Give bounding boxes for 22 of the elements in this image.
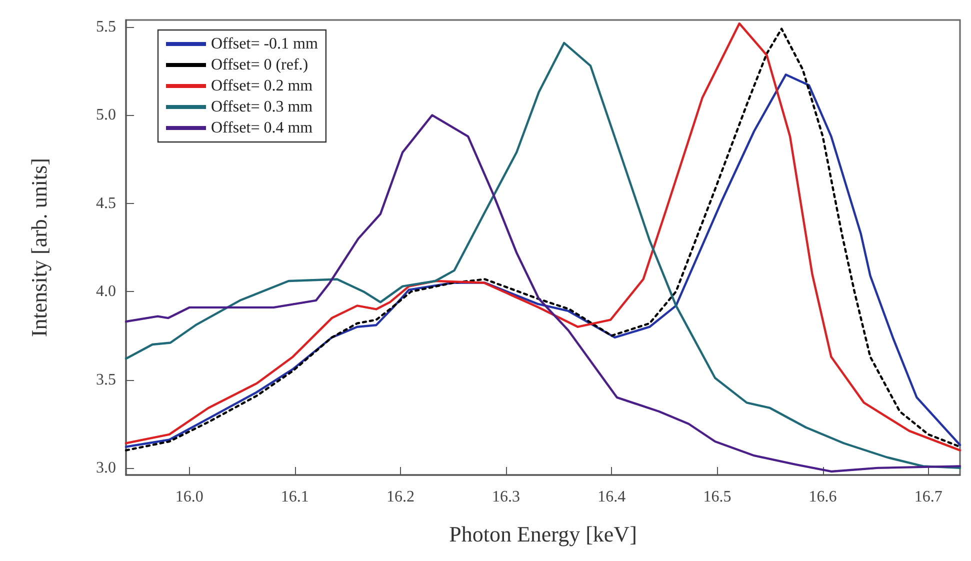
y-tick-label: 5.0 <box>96 106 116 124</box>
y-tick-label: 3.5 <box>96 371 116 388</box>
x-tick-label: 16.2 <box>386 488 414 506</box>
x-tick-label: 16.3 <box>492 488 520 506</box>
legend-label: Offset= 0.2 mm <box>211 78 314 94</box>
x-tick-label: 16.0 <box>175 488 204 506</box>
legend-label: Offset= 0.3 mm <box>211 98 314 116</box>
legend-label: Offset= 0 (ref.) <box>211 56 308 74</box>
line-series <box>124 114 962 473</box>
x-tick-label: 16.6 <box>808 488 837 506</box>
x-tick-label: 16.5 <box>703 488 732 506</box>
y-tick-label: 4.0 <box>96 283 116 300</box>
y-tick-label: 5.5 <box>96 18 116 36</box>
x-tick-label: 16.7 <box>914 488 942 506</box>
x-tick-label: 16.1 <box>280 488 309 506</box>
y-axis-title: Intensity [arb. units] <box>26 158 52 338</box>
y-tick-label: 3.0 <box>96 459 116 476</box>
x-axis-title: Photon Energy [keV] <box>449 522 637 546</box>
legend-label: Offset= -0.1 mm <box>211 36 318 52</box>
x-tick-label: 16.4 <box>598 488 626 506</box>
y-tick-label: 4.5 <box>96 194 116 212</box>
legend-label: Offset= 0.4 mm <box>211 120 314 136</box>
